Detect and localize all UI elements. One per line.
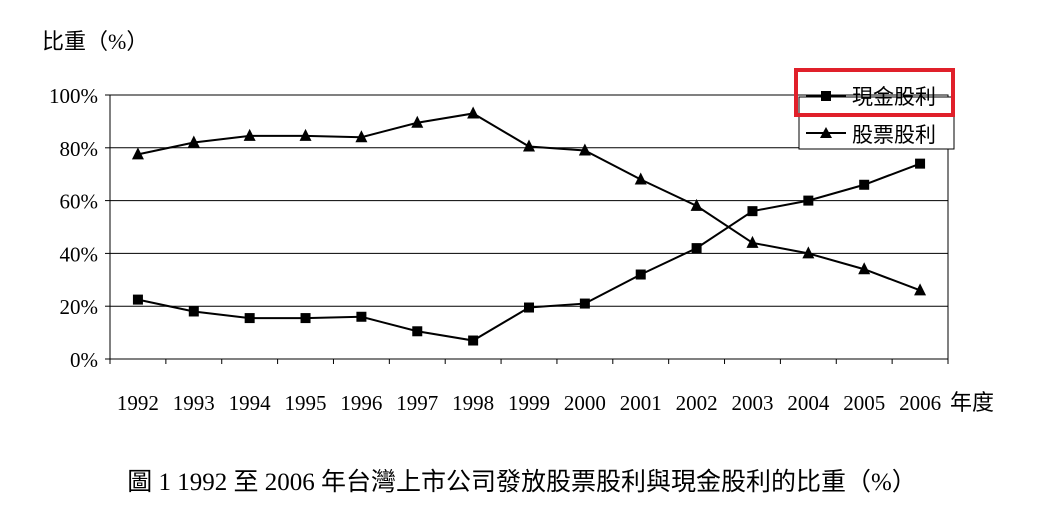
x-axis-title: 年度 <box>950 390 994 415</box>
legend-label-stock: 股票股利 <box>852 123 936 147</box>
data-point-cash <box>244 313 255 324</box>
data-point-stock <box>355 130 368 143</box>
x-tick-label: 1995 <box>285 391 327 415</box>
x-tick-label: 1997 <box>396 391 438 415</box>
data-point-stock <box>802 246 815 259</box>
x-tick-label: 2003 <box>731 391 773 415</box>
data-point-stock <box>243 128 256 141</box>
legend-marker-stock <box>820 127 832 138</box>
data-point-cash <box>524 302 534 313</box>
y-tick-label: 100% <box>49 84 98 108</box>
data-point-cash <box>635 269 646 280</box>
x-tick-label: 2004 <box>787 391 830 415</box>
plot-area-border <box>109 94 949 360</box>
data-point-cash <box>747 206 758 217</box>
x-tick-label: 1994 <box>229 391 272 415</box>
figure-caption: 圖 1 1992 至 2006 年台灣上市公司發放股票股利與現金股利的比重（%） <box>127 469 917 496</box>
x-tick-label: 1996 <box>340 391 382 415</box>
data-point-cash <box>691 243 702 254</box>
data-point-cash <box>803 195 814 206</box>
x-tick-label: 2005 <box>843 391 885 415</box>
data-point-stock <box>578 143 591 156</box>
legend-label-cash: 現金股利 <box>852 85 936 109</box>
series-markers <box>131 106 927 346</box>
data-point-stock <box>914 283 927 296</box>
y-tick-label: 0% <box>70 348 98 372</box>
y-tick-label: 40% <box>60 242 99 266</box>
x-tick-label: 2002 <box>676 391 718 415</box>
data-point-cash <box>356 311 367 322</box>
x-tick-labels: 1992 1993 1994 1995 1996 1997 1998 1999 2000 2001… <box>117 391 941 415</box>
legend-marker-cash <box>821 91 831 101</box>
data-point-stock <box>690 198 703 211</box>
legend: 現金股利 股票股利 <box>794 68 955 150</box>
data-point-cash <box>859 179 870 190</box>
data-point-stock <box>523 139 535 152</box>
y-tick-label: 60% <box>60 190 99 214</box>
x-tick-label: 2006 <box>899 391 941 415</box>
x-tick-label: 1999 <box>508 391 550 415</box>
y-tick-label: 80% <box>60 137 99 161</box>
data-point-stock <box>746 235 759 248</box>
data-point-stock <box>187 135 200 148</box>
data-point-cash <box>915 158 926 169</box>
data-point-cash <box>300 313 311 324</box>
x-tick-label: 1998 <box>452 391 494 415</box>
legend-highlight-box <box>794 68 955 117</box>
y-tick-labels: 0% 20% 40% 60% 80% 100% <box>49 84 98 372</box>
data-point-stock <box>467 106 480 119</box>
x-tick-label: 2000 <box>564 391 606 415</box>
line-chart: 0%20%40%60%80%100% 1992 1993 1994 1995 1996 1… <box>49 68 994 415</box>
x-tick-label: 2001 <box>620 391 662 415</box>
data-point-stock <box>634 172 647 185</box>
data-point-cash <box>468 335 479 346</box>
data-point-cash <box>132 294 143 305</box>
y-tick-label: 20% <box>60 295 99 319</box>
data-point-stock <box>299 128 312 141</box>
data-point-cash <box>188 306 199 317</box>
data-point-cash <box>579 298 590 309</box>
data-point-stock <box>411 115 424 128</box>
data-point-stock <box>131 147 144 160</box>
data-point-stock <box>858 262 871 275</box>
x-tick-label: 1993 <box>173 391 215 415</box>
legend-box <box>798 96 955 150</box>
data-point-cash <box>412 326 423 337</box>
y-axis-title: 比重（%） <box>42 29 149 54</box>
x-tick-label: 1992 <box>117 391 159 415</box>
